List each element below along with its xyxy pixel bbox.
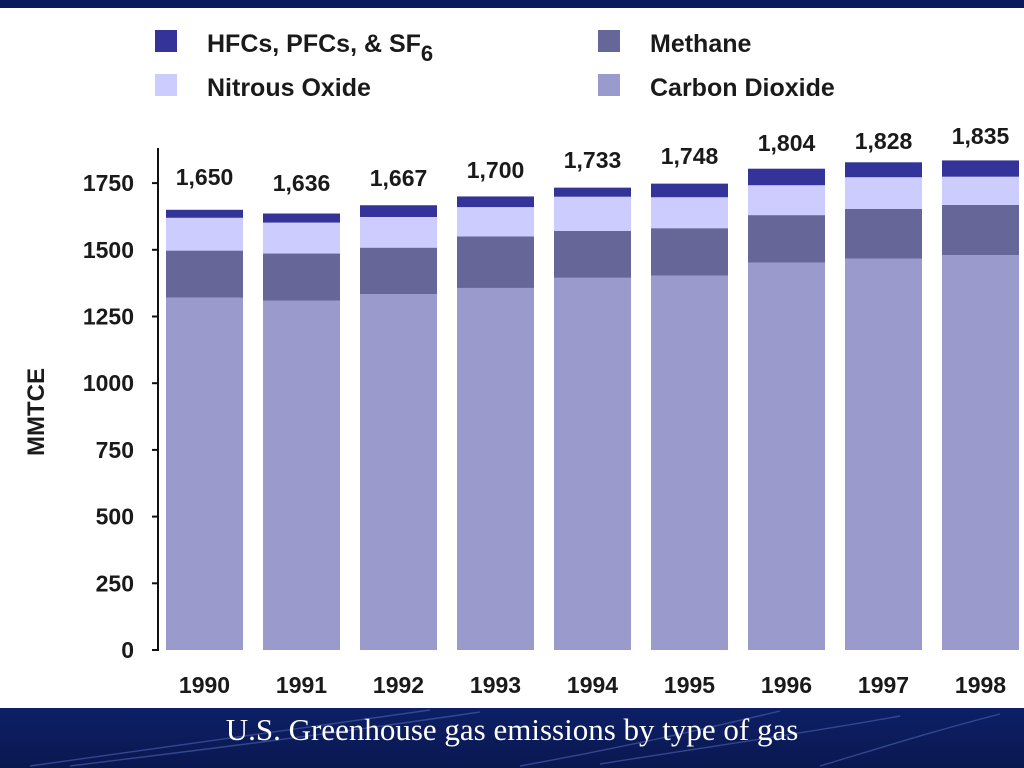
y-tick-label: 1500 [83,237,134,263]
total-label-1995: 1,748 [661,143,719,169]
top-band [0,0,1024,8]
y-tick-label: 0 [121,637,134,663]
x-tick-label-1996: 1996 [761,672,812,698]
bar-segment-1991-s1 [263,253,340,301]
y-axis-title: MMTCE [23,368,50,456]
chart-legend: HFCs, PFCs, & SF6 Methane Nitrous Oxide Car… [155,30,835,102]
y-tick-label: 1250 [83,304,134,330]
bar-segment-1994-s0 [554,277,631,650]
bar-segment-1993-s0 [457,287,534,650]
bar-segment-1997-s1 [845,208,922,259]
legend-swatch-2 [155,74,177,96]
bar-segment-1993-s2 [457,207,534,237]
total-label-1991: 1,636 [273,170,331,196]
bar-segment-1991-s0 [263,300,340,650]
bar-segment-1996-s1 [748,215,825,263]
y-axis: 0 250 500 750 1000 1250 1500 1750 [83,148,159,663]
total-label-1998: 1,835 [952,123,1010,149]
y-tick-label: 750 [96,437,134,463]
total-label-1993: 1,700 [467,157,525,183]
bar-segment-1995-s3 [651,183,728,198]
x-tick-label-1992: 1992 [373,672,424,698]
bar-segment-1996-s2 [748,185,825,216]
bar-segment-1995-s1 [651,228,728,276]
total-label-1997: 1,828 [855,128,913,154]
bar-segment-1990-s3 [166,209,243,218]
legend-label-1: Methane [650,30,752,58]
x-axis: 1990 1991 1992 1993 1994 1995 1996 1997 1998 [179,672,1006,698]
slide-caption: U.S. Greenhouse gas emissions by type of… [225,712,799,747]
bar-segment-1991-s3 [263,213,340,223]
bar-segment-1996-s3 [748,168,825,186]
footer-band [0,708,1024,768]
bar-segment-1990-s1 [166,250,243,298]
bar-segment-1994-s3 [554,187,631,197]
bar-segment-1993-s3 [457,196,534,208]
legend-swatch-1 [598,30,620,52]
bar-segment-1992-s1 [360,247,437,295]
legend-label-3: Carbon Dioxide [650,74,835,102]
x-tick-label-1993: 1993 [470,672,521,698]
bar-segment-1992-s2 [360,216,437,248]
y-tick-label: 500 [96,504,134,530]
total-label-1990: 1,650 [176,164,234,190]
stacked-bar-chart: HFCs, PFCs, & SF6 Methane Nitrous Oxide Car… [23,30,1019,698]
legend-label-0: HFCs, PFCs, & SF6 [207,30,433,66]
legend-swatch-0 [155,30,177,52]
bar-segment-1996-s0 [748,262,825,650]
x-tick-label-1998: 1998 [955,672,1006,698]
bar-segment-1997-s3 [845,162,922,178]
x-tick-label-1997: 1997 [858,672,909,698]
bar-segment-1992-s3 [360,205,437,217]
bar-segment-1990-s2 [166,217,243,251]
legend-swatch-3 [598,74,620,96]
bar-segment-1991-s2 [263,222,340,254]
x-tick-label-1995: 1995 [664,672,715,698]
bar-segment-1993-s1 [457,236,534,288]
bar-segment-1992-s0 [360,294,437,650]
bar-segment-1997-s2 [845,177,922,209]
total-label-1996: 1,804 [758,130,816,156]
total-label-1992: 1,667 [370,165,428,191]
bar-segment-1990-s0 [166,297,243,650]
legend-label-2: Nitrous Oxide [207,74,371,102]
bar-segment-1994-s2 [554,196,631,231]
bar-segment-1998-s0 [942,255,1019,651]
x-tick-label-1994: 1994 [567,672,618,698]
x-tick-label-1990: 1990 [179,672,230,698]
x-tick-label-1991: 1991 [276,672,327,698]
bar-segment-1998-s1 [942,204,1019,256]
bar-segment-1995-s0 [651,275,728,650]
chart-bars [166,160,1019,651]
bar-segment-1997-s0 [845,258,922,650]
y-tick-label: 250 [96,570,134,596]
bar-segment-1994-s1 [554,230,631,278]
bar-segment-1995-s2 [651,197,728,229]
y-tick-label: 1750 [83,170,134,196]
bar-segment-1998-s3 [942,160,1019,177]
total-label-1994: 1,733 [564,147,622,173]
y-tick-label: 1000 [83,370,134,396]
chart-total-labels: 1,650 1,636 1,667 1,700 1,733 1,748 1,804 1,828… [176,123,1010,196]
bar-segment-1998-s2 [942,176,1019,205]
